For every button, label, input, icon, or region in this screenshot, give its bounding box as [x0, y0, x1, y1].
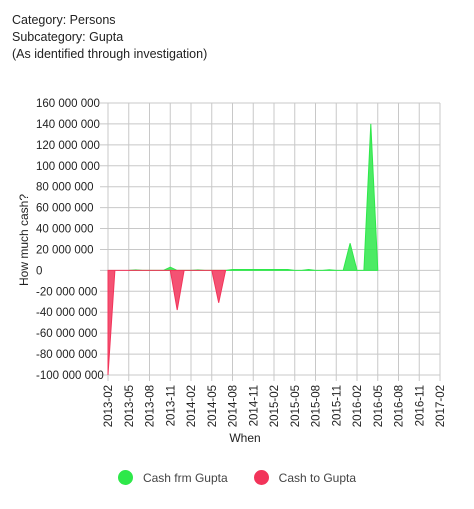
y-tick-label: -100 000 000 [36, 370, 104, 382]
x-axis-ticks: 2013-02 2013-05 2013-08 2013-11 2014-02 2014-… [103, 385, 447, 427]
subcategory-label: Subcategory: Gupta [12, 30, 124, 44]
x-tick-label: 2014-02 [186, 385, 198, 427]
category-label: Category: Persons [12, 13, 116, 27]
x-tick-label: 2016-05 [373, 385, 385, 427]
x-tick-label: 2016-11 [414, 385, 426, 426]
y-tick-label: 80 000 000 [36, 182, 94, 194]
legend-label: Cash frm Gupta [142, 470, 228, 485]
x-axis-title: When [229, 431, 260, 445]
x-tick-label: 2015-05 [290, 385, 302, 427]
x-tick-label: 2015-08 [311, 385, 323, 427]
y-tick-label: 60 000 000 [36, 203, 94, 215]
y-tick-label: -20 000 000 [36, 286, 97, 298]
x-tick-label: 2013-08 [145, 385, 157, 427]
x-tick-label: 2016-02 [352, 385, 364, 427]
y-tick-label: 40 000 000 [36, 224, 94, 236]
grid [100, 102, 441, 381]
legend-label: Cash to Gupta [278, 470, 357, 485]
y-tick-label: -60 000 000 [36, 328, 97, 340]
legend-item-cash-to[interactable]: Cash to Gupta [253, 470, 357, 485]
y-tick-label: -40 000 000 [36, 307, 97, 319]
y-tick-label: 120 000 000 [36, 140, 100, 152]
legend-swatch-red [253, 470, 269, 485]
legend-swatch-green [117, 470, 133, 485]
plot-area [107, 123, 379, 376]
series-area-1 [107, 269, 227, 376]
note-label: (As identified through investigation) [12, 47, 208, 61]
x-tick-label: 2013-11 [165, 385, 177, 426]
x-tick-label: 2014-08 [228, 385, 240, 427]
y-axis-ticks: 160 000 000 140 000 000 120 000 000 100 000… [36, 98, 104, 382]
x-tick-label: 2014-05 [207, 385, 219, 427]
y-axis-title: How much cash? [17, 194, 31, 286]
y-tick-label: 20 000 000 [36, 244, 94, 256]
x-tick-label: 2013-05 [124, 385, 136, 427]
legend-item-cash-from[interactable]: Cash frm Gupta [117, 470, 228, 485]
x-tick-label: 2013-02 [103, 385, 115, 427]
x-tick-label: 2015-11 [331, 385, 343, 426]
x-tick-label: 2016-08 [394, 385, 406, 427]
y-tick-label: 0 [36, 265, 42, 277]
series-area-0 [128, 123, 379, 271]
legend: Cash frm Gupta Cash to Gupta [0, 470, 474, 485]
chart-header: Category: Persons Subcategory: Gupta (As… [12, 12, 207, 63]
y-tick-label: 160 000 000 [36, 98, 100, 110]
y-tick-label: 100 000 000 [36, 161, 100, 173]
x-tick-label: 2017-02 [435, 385, 447, 427]
x-tick-label: 2015-02 [269, 385, 281, 427]
y-tick-label: 140 000 000 [36, 119, 100, 131]
y-tick-label: -80 000 000 [36, 349, 97, 361]
x-tick-label: 2014-11 [248, 385, 260, 426]
